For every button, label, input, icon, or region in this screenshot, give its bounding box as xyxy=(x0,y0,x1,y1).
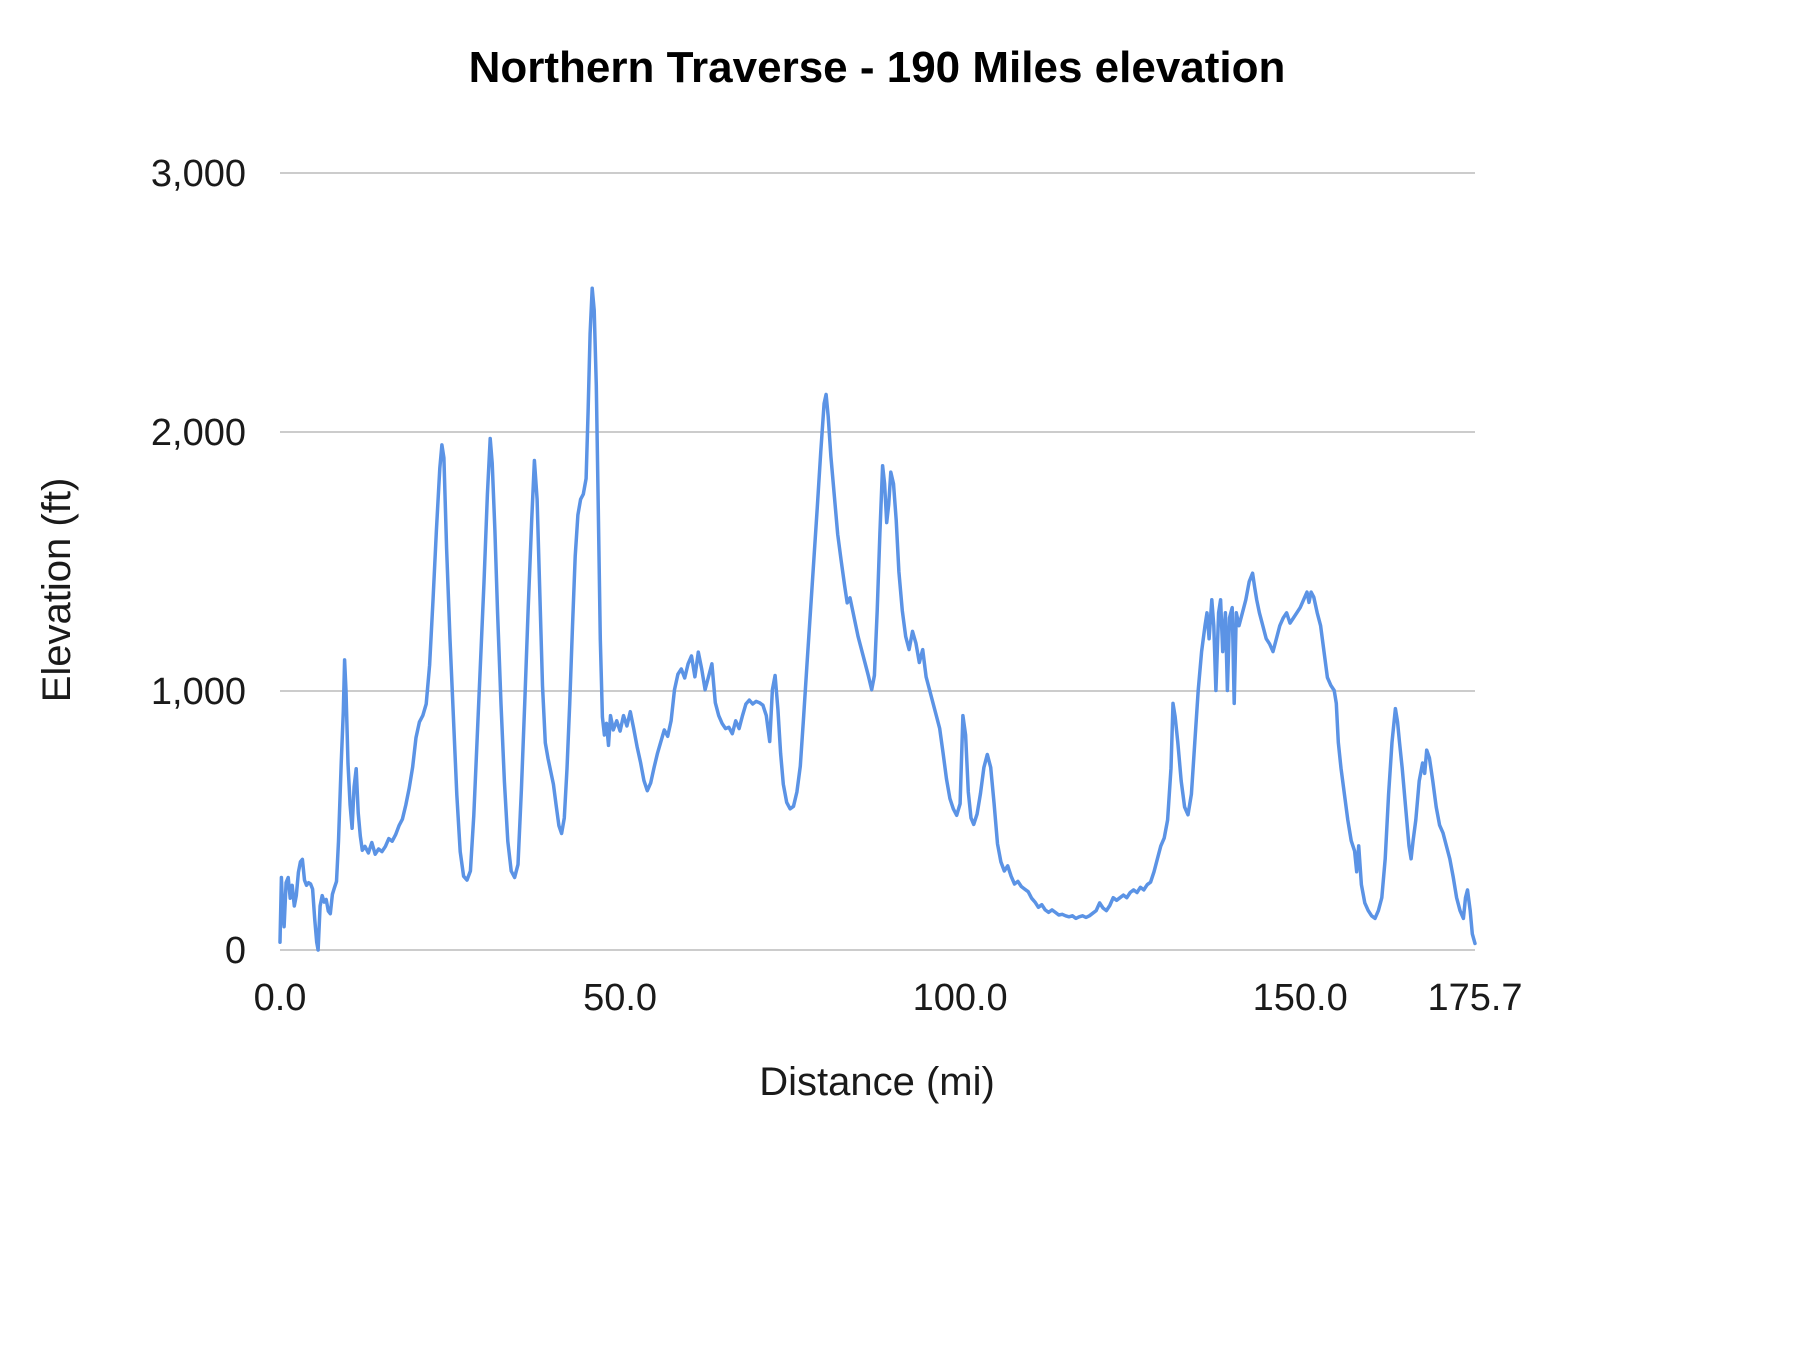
x-tick-label: 150.0 xyxy=(1253,977,1348,1019)
y-axis-title: Elevation (ft) xyxy=(35,478,79,703)
x-axis-tick-labels: 0.0 50.0 100.0 150.0 175.7 xyxy=(254,977,1523,1019)
elevation-line xyxy=(278,286,1477,952)
x-tick-label: 50.0 xyxy=(583,977,657,1019)
y-tick-label: 1,000 xyxy=(151,671,246,713)
y-axis-tick-labels: 0 1,000 2,000 3,000 xyxy=(151,153,246,972)
x-tick-label: 100.0 xyxy=(913,977,1008,1019)
x-tick-label: 175.7 xyxy=(1427,977,1522,1019)
y-tick-label: 3,000 xyxy=(151,153,246,195)
x-axis-title: Distance (mi) xyxy=(759,1060,995,1104)
chart-title: Northern Traverse - 190 Miles elevation xyxy=(469,43,1286,92)
x-tick-label: 0.0 xyxy=(254,977,307,1019)
y-tick-label: 0 xyxy=(225,930,246,972)
y-tick-label: 2,000 xyxy=(151,412,246,454)
